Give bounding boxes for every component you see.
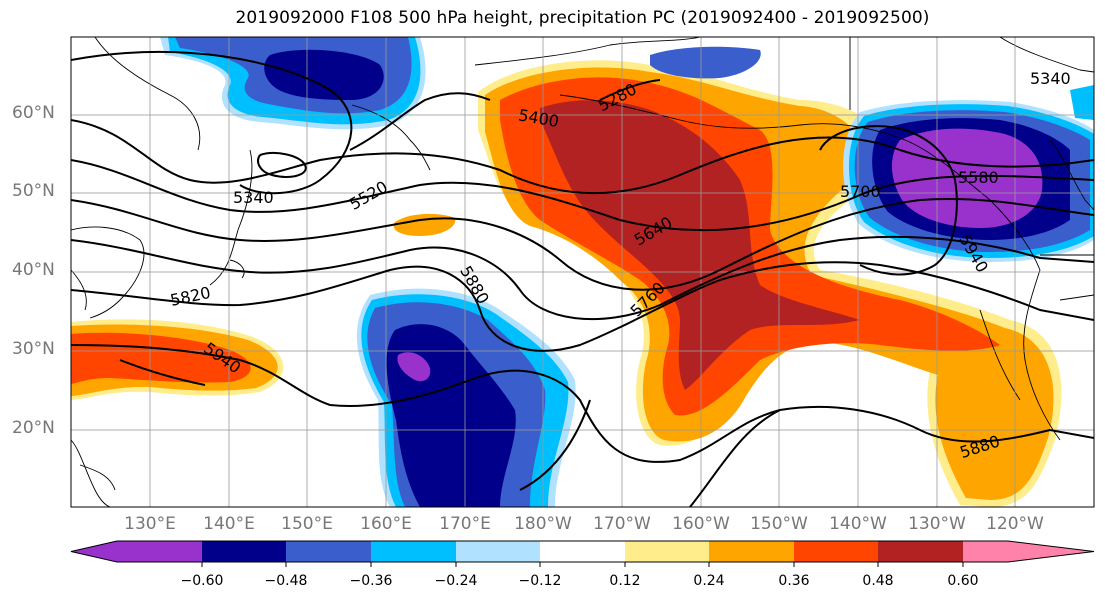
colorbar-extend-min (71, 541, 117, 562)
colorbar-tick-label: 0.60 (947, 573, 979, 589)
lat-label: 30°N (12, 339, 55, 359)
neg-anomaly-region (397, 352, 431, 382)
lon-label: 130°W (908, 514, 966, 534)
colorbar-segment (794, 541, 878, 562)
colorbar-segment (117, 541, 202, 562)
lon-label: 180°W (514, 514, 572, 534)
colorbar-segment (709, 541, 794, 562)
colorbar-segment (202, 541, 286, 562)
colorbar-segment (286, 541, 371, 562)
colorbar-extend-max (1008, 541, 1094, 562)
contour-label: 5700 (840, 182, 881, 201)
lon-label: 130°E (124, 514, 176, 534)
colorbar-segment (625, 541, 709, 562)
lat-label: 60°N (12, 103, 55, 123)
lon-label: 140°W (829, 514, 887, 534)
colorbar-segment (540, 541, 625, 562)
pos-anomaly-region (540, 100, 860, 390)
figure-title: 2019092000 F108 500 hPa height, precipit… (235, 8, 930, 28)
colorbar-tick-label: 0.12 (609, 573, 641, 589)
lon-label: 170°E (439, 514, 491, 534)
colorbar-tick-label: 0.24 (693, 573, 725, 589)
lat-label: 20°N (12, 418, 55, 438)
map-frame (70, 36, 1095, 508)
colorbar-tick-label: −0.12 (518, 573, 562, 589)
neg-anomaly-region (1070, 85, 1094, 120)
lon-label: 160°W (672, 514, 730, 534)
lon-label: 170°W (593, 514, 651, 534)
colorbar-tick-label: 0.48 (862, 573, 894, 589)
colorbar-segment (878, 541, 963, 562)
neg-anomaly-region (650, 46, 761, 79)
colorbar-outline (70, 540, 1095, 563)
colorbar-tick-label: −0.36 (349, 573, 393, 589)
neg-anomaly-region (264, 49, 384, 100)
height-contour-layer (71, 50, 1094, 507)
colorbar-segment (963, 541, 1008, 562)
pos-anomaly-region (393, 213, 456, 236)
lon-label: 140°E (203, 514, 255, 534)
lon-label: 150°W (750, 514, 808, 534)
colorbar-tick-label: −0.48 (264, 573, 308, 589)
contour-label: 5340 (233, 188, 274, 207)
colorbar-tick-label: −0.60 (180, 573, 224, 589)
colorbar-segment (456, 541, 540, 562)
lon-label: 160°E (360, 514, 412, 534)
contour-label: 5580 (958, 168, 999, 187)
contour-label: 5340 (1030, 69, 1071, 88)
lat-label: 40°N (12, 260, 55, 280)
colorbar-tick-label: −0.24 (434, 573, 478, 589)
colorbar (70, 540, 1095, 567)
colorbar-segment (371, 541, 456, 562)
lon-label: 120°W (986, 514, 1044, 534)
coastline-layer (71, 37, 1094, 507)
lon-label: 150°E (281, 514, 333, 534)
lat-label: 50°N (12, 181, 55, 201)
colorbar-tick-label: 0.36 (778, 573, 810, 589)
